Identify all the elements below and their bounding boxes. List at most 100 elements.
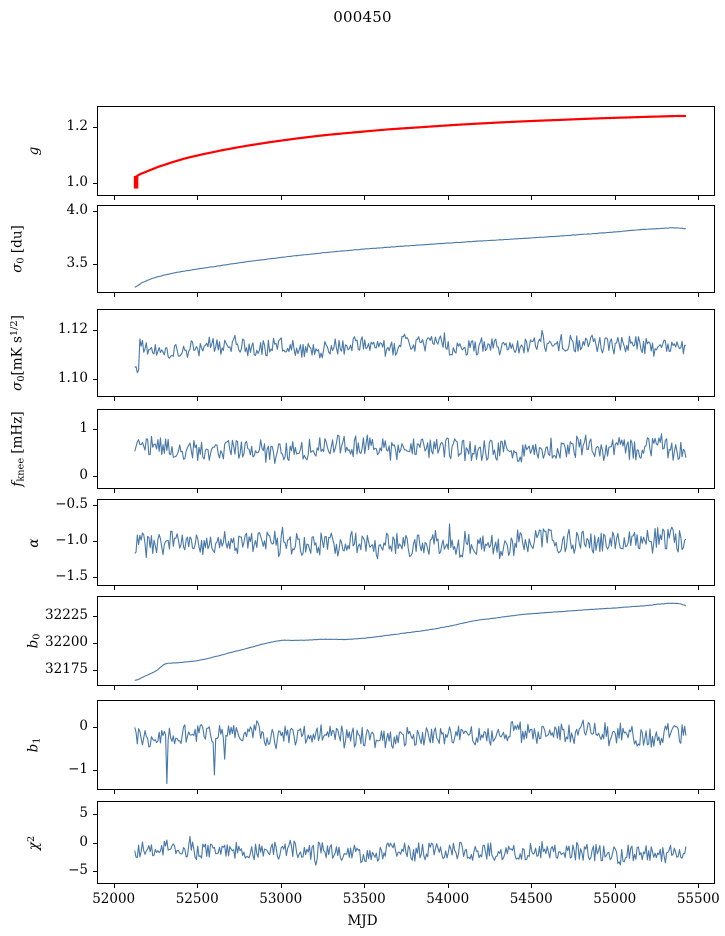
plot-panel-chi2 bbox=[97, 801, 715, 884]
panel-plot-area bbox=[134, 523, 687, 560]
x-tick-mark bbox=[615, 790, 616, 794]
y-tick-mark bbox=[93, 127, 97, 128]
x-tick-mark bbox=[531, 790, 532, 794]
y-tick-label: 32175 bbox=[45, 660, 88, 677]
y-tick-label: 32200 bbox=[45, 633, 88, 650]
x-tick-mark bbox=[281, 196, 282, 200]
figure-title: 000450 bbox=[333, 8, 392, 26]
series-b1 bbox=[134, 719, 687, 785]
panel-plot-area bbox=[134, 329, 686, 374]
y-tick-label: 32225 bbox=[45, 606, 88, 623]
y-tick-mark bbox=[93, 429, 97, 430]
series-g bbox=[134, 115, 686, 180]
y-tick-label: −1.0 bbox=[55, 532, 88, 549]
x-tick-mark bbox=[114, 397, 115, 401]
y-tick-mark bbox=[93, 577, 97, 578]
y-tick-mark bbox=[93, 183, 97, 184]
x-tick-mark bbox=[197, 884, 198, 888]
x-tick-mark bbox=[448, 293, 449, 297]
x-tick-mark bbox=[615, 489, 616, 493]
x-tick-mark bbox=[197, 586, 198, 590]
x-tick-mark bbox=[698, 293, 699, 297]
x-tick-mark bbox=[364, 790, 365, 794]
x-tick-mark bbox=[615, 586, 616, 590]
y-tick-mark bbox=[93, 814, 97, 815]
y-tick-mark bbox=[93, 330, 97, 331]
panel-plot-area bbox=[134, 433, 687, 464]
x-tick-mark bbox=[531, 489, 532, 493]
x-tick-mark bbox=[448, 686, 449, 690]
y-axis-label-alpha: α bbox=[26, 537, 42, 548]
x-tick-mark bbox=[615, 397, 616, 401]
plot-panel-sigma0_du bbox=[97, 205, 715, 293]
y-tick-mark bbox=[93, 379, 97, 380]
x-tick-mark bbox=[364, 884, 365, 888]
x-tick-mark bbox=[197, 293, 198, 297]
x-tick-mark bbox=[197, 686, 198, 690]
y-tick-label: 1.10 bbox=[57, 369, 88, 386]
x-tick-mark bbox=[114, 686, 115, 690]
y-tick-mark bbox=[93, 616, 97, 617]
x-tick-mark bbox=[114, 586, 115, 590]
y-tick-label: 5 bbox=[79, 804, 88, 821]
x-tick-mark bbox=[197, 790, 198, 794]
y-tick-mark bbox=[93, 211, 97, 212]
x-tick-mark bbox=[698, 586, 699, 590]
y-tick-mark bbox=[93, 264, 97, 265]
y-axis-label-sigma0_mKs: σ0[mK s1/2] bbox=[9, 315, 27, 391]
x-tick-mark bbox=[197, 196, 198, 200]
y-tick-mark bbox=[93, 727, 97, 728]
panel-plot-area bbox=[134, 719, 687, 785]
x-tick-mark bbox=[448, 196, 449, 200]
x-tick-mark bbox=[615, 293, 616, 297]
y-tick-label: 0 bbox=[79, 467, 88, 484]
x-tick-mark bbox=[281, 586, 282, 590]
y-tick-mark bbox=[93, 505, 97, 506]
y-tick-label: −1 bbox=[68, 761, 88, 778]
x-tick-mark bbox=[364, 196, 365, 200]
x-tick-mark bbox=[197, 489, 198, 493]
y-tick-label: 1 bbox=[79, 419, 88, 436]
x-tick-mark bbox=[281, 790, 282, 794]
plot-panel-alpha bbox=[97, 499, 715, 586]
y-tick-mark bbox=[93, 770, 97, 771]
x-tick-mark bbox=[615, 196, 616, 200]
x-tick-mark bbox=[114, 293, 115, 297]
panel-plot-area bbox=[134, 835, 687, 866]
y-tick-label: 3.5 bbox=[66, 254, 88, 271]
x-tick-label: 55000 bbox=[593, 891, 637, 907]
x-tick-mark bbox=[698, 196, 699, 200]
y-axis-label-f_knee: fknee [mHz] bbox=[9, 411, 27, 487]
plot-panel-f_knee bbox=[97, 409, 715, 489]
x-tick-mark bbox=[114, 790, 115, 794]
panel-plot-area bbox=[134, 227, 686, 288]
x-tick-mark bbox=[364, 686, 365, 690]
x-tick-mark bbox=[448, 790, 449, 794]
x-tick-label: 53000 bbox=[259, 891, 303, 907]
x-tick-mark bbox=[364, 586, 365, 590]
panel-plot-area bbox=[133, 114, 686, 189]
x-tick-mark bbox=[531, 196, 532, 200]
x-tick-mark bbox=[698, 884, 699, 888]
series-f_knee bbox=[134, 433, 687, 464]
y-tick-mark bbox=[93, 541, 97, 542]
x-tick-mark bbox=[448, 397, 449, 401]
x-tick-mark bbox=[448, 489, 449, 493]
plot-panel-sigma0_mKs bbox=[97, 309, 715, 397]
y-tick-mark bbox=[93, 476, 97, 477]
x-tick-mark bbox=[281, 884, 282, 888]
y-tick-label: −1.5 bbox=[55, 568, 88, 585]
x-axis-label: MJD bbox=[347, 913, 378, 929]
x-tick-mark bbox=[114, 884, 115, 888]
x-tick-mark bbox=[114, 196, 115, 200]
y-tick-label: 0 bbox=[79, 833, 88, 850]
x-tick-mark bbox=[698, 790, 699, 794]
y-tick-mark bbox=[93, 871, 97, 872]
y-tick-label: 1.2 bbox=[66, 118, 88, 135]
y-tick-label: 1.12 bbox=[57, 320, 88, 337]
y-axis-label-b1: b1 bbox=[25, 737, 43, 753]
x-tick-label: 52500 bbox=[175, 891, 219, 907]
y-tick-label: −0.5 bbox=[55, 495, 88, 512]
x-tick-mark bbox=[698, 686, 699, 690]
y-axis-label-b0: b0 bbox=[25, 633, 43, 649]
